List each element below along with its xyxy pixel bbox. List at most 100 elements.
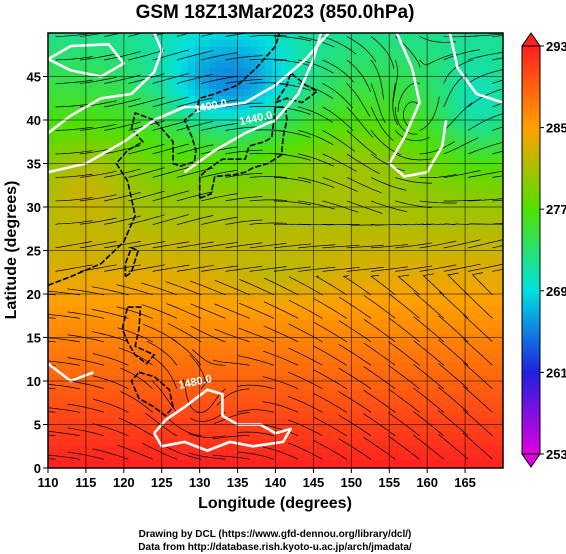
streamline: [249, 152, 287, 156]
field-cell: [398, 89, 406, 97]
streamline: [468, 263, 503, 272]
field-cell: [307, 411, 315, 419]
field-cell: [244, 173, 252, 181]
field-cell: [55, 222, 63, 230]
field-cell: [251, 390, 259, 398]
field-cell: [454, 453, 462, 461]
field-cell: [328, 152, 336, 160]
field-cell: [62, 236, 70, 244]
field-cell: [489, 54, 497, 62]
field-cell: [454, 355, 462, 363]
field-cell: [244, 215, 252, 223]
field-cell: [433, 411, 441, 419]
field-cell: [398, 229, 406, 237]
field-cell: [307, 285, 315, 293]
field-cell: [482, 390, 490, 398]
field-cell: [447, 236, 455, 244]
field-cell: [202, 33, 210, 41]
field-cell: [195, 61, 203, 69]
field-cell: [440, 110, 448, 118]
field-cell: [265, 418, 273, 426]
field-cell: [90, 418, 98, 426]
field-cell: [76, 257, 84, 265]
field-cell: [447, 432, 455, 440]
streamline: [48, 340, 56, 343]
streamline: [370, 274, 396, 296]
field-cell: [482, 166, 490, 174]
field-cell: [167, 180, 175, 188]
field-cell: [419, 257, 427, 265]
field-cell: [349, 215, 357, 223]
field-cell: [279, 299, 287, 307]
field-cell: [209, 236, 217, 244]
field-cell: [258, 159, 266, 167]
field-cell: [328, 236, 336, 244]
field-cell: [279, 362, 287, 370]
field-cell: [335, 152, 343, 160]
field-cell: [342, 341, 350, 349]
field-cell: [419, 180, 427, 188]
field-cell: [363, 131, 371, 139]
field-cell: [454, 54, 462, 62]
field-cell: [202, 131, 210, 139]
field-cell: [468, 215, 476, 223]
field-cell: [475, 33, 483, 41]
field-cell: [356, 418, 364, 426]
field-cell: [447, 54, 455, 62]
field-cell: [307, 264, 315, 272]
field-cell: [188, 187, 196, 195]
field-cell: [230, 145, 238, 153]
field-cell: [153, 152, 161, 160]
field-cell: [384, 54, 392, 62]
field-cell: [188, 306, 196, 314]
field-cell: [139, 68, 147, 76]
streamline: [438, 339, 469, 366]
field-cell: [160, 299, 168, 307]
field-cell: [335, 425, 343, 433]
field-cell: [202, 47, 210, 55]
field-cell: [216, 362, 224, 370]
field-cell: [426, 103, 434, 111]
field-cell: [342, 397, 350, 405]
field-cell: [349, 292, 357, 300]
field-cell: [209, 215, 217, 223]
field-cell: [356, 75, 364, 83]
field-cell: [419, 446, 427, 454]
field-cell: [363, 418, 371, 426]
field-cell: [223, 201, 231, 209]
field-cell: [244, 229, 252, 237]
field-cell: [83, 180, 91, 188]
field-cell: [447, 278, 455, 286]
field-cell: [76, 201, 84, 209]
field-cell: [258, 439, 266, 447]
field-cell: [111, 264, 119, 272]
field-cell: [174, 397, 182, 405]
field-cell: [223, 194, 231, 202]
x-axis-label: Longitude (degrees): [198, 495, 352, 512]
field-cell: [384, 173, 392, 181]
field-cell: [454, 68, 462, 76]
field-cell: [139, 159, 147, 167]
streamline: [55, 173, 93, 178]
field-cell: [377, 159, 385, 167]
field-cell: [475, 194, 483, 202]
field-cell: [433, 229, 441, 237]
field-cell: [286, 243, 294, 251]
field-cell: [125, 320, 133, 328]
field-cell: [300, 96, 308, 104]
field-cell: [62, 229, 70, 237]
field-cell: [335, 299, 343, 307]
field-cell: [160, 96, 168, 104]
field-cell: [237, 117, 245, 125]
field-cell: [132, 292, 140, 300]
field-cell: [118, 320, 126, 328]
field-cell: [62, 397, 70, 405]
field-cell: [293, 250, 301, 258]
field-cell: [286, 215, 294, 223]
field-cell: [55, 250, 63, 258]
field-cell: [153, 124, 161, 132]
field-cell: [349, 40, 357, 48]
field-cell: [125, 68, 133, 76]
field-cell: [356, 292, 364, 300]
field-cell: [69, 236, 77, 244]
